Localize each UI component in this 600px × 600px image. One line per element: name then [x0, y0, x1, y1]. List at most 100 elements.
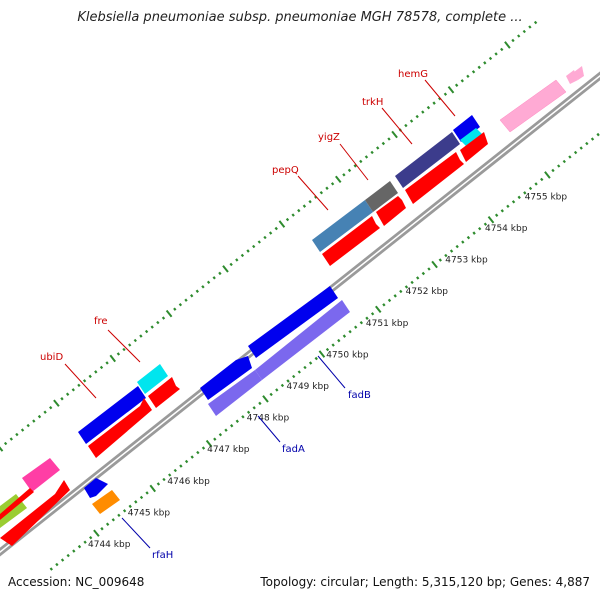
- gene-red-hemg[interactable]: [460, 132, 488, 162]
- track-tick: [466, 74, 470, 78]
- forward-strand-genes: [0, 66, 584, 546]
- track-tick: [314, 195, 318, 199]
- track-tick: [246, 410, 251, 414]
- track-tick: [590, 137, 595, 141]
- kbp-label: 4746 kbp: [167, 477, 210, 487]
- track-tick: [494, 213, 499, 217]
- track-tick: [60, 558, 65, 562]
- track-tick: [455, 244, 459, 249]
- track-tick: [460, 79, 464, 83]
- track-tick: [257, 240, 261, 244]
- gene-hemg[interactable]: [453, 115, 480, 142]
- track-tick: [71, 388, 75, 392]
- gene-red-ubid-2[interactable]: [148, 377, 180, 408]
- gene-rfah-blue[interactable]: [84, 478, 108, 498]
- gene-yigz[interactable]: [365, 181, 398, 212]
- gene-fada-blue[interactable]: [200, 356, 252, 400]
- track-tick: [308, 200, 312, 204]
- gene-red-left-1[interactable]: [0, 480, 70, 546]
- track-tick: [240, 253, 245, 258]
- track-tick: [252, 244, 256, 249]
- track-tick: [318, 350, 326, 358]
- track-tick: [3, 441, 8, 446]
- gene-fadb-blue[interactable]: [248, 286, 338, 358]
- gene-red-ubid-1[interactable]: [88, 398, 152, 458]
- track-tick: [488, 56, 493, 61]
- gene-ubid[interactable]: [78, 386, 146, 444]
- kbp-labels: 4744 kbp 4745 kbp 4746 kbp 4747 kbp 4748 kbp…: [88, 192, 567, 550]
- gene-red-yigz[interactable]: [376, 196, 406, 226]
- track-tick: [517, 34, 521, 38]
- track-tick: [438, 258, 442, 262]
- track-tick: [404, 285, 409, 289]
- track-tick: [60, 397, 64, 401]
- track-tick: [449, 249, 454, 253]
- track-tick: [206, 280, 211, 284]
- kbp-label: 4751 kbp: [366, 319, 409, 329]
- track-tick: [370, 312, 375, 316]
- gene-pink-top[interactable]: [499, 79, 567, 133]
- track-tick: [354, 325, 358, 329]
- track-tick: [190, 294, 194, 298]
- gene-label-ubid: ubiD: [40, 352, 63, 363]
- track-tick: [533, 20, 538, 25]
- gene-trkh[interactable]: [395, 132, 460, 188]
- gene-label-rfah: rfaH: [152, 550, 173, 561]
- track-tick: [218, 433, 223, 437]
- track-tick: [292, 374, 296, 379]
- track-tick: [551, 168, 555, 173]
- track-tick: [365, 316, 369, 320]
- gene-rfah[interactable]: [92, 490, 120, 514]
- track-tick: [258, 401, 262, 406]
- track-tick: [275, 388, 279, 392]
- gene-red-trkh[interactable]: [405, 152, 464, 204]
- track-tick: [314, 356, 318, 361]
- track-tick: [105, 361, 109, 365]
- track-tick: [150, 325, 154, 329]
- track-tick: [122, 509, 127, 513]
- gene-fadb[interactable]: [255, 300, 350, 380]
- track-tick: [161, 316, 166, 320]
- track-tick: [477, 65, 481, 70]
- track-tick: [443, 92, 448, 96]
- track-tick: [330, 182, 335, 186]
- gene-hemg-cyan[interactable]: [460, 128, 482, 146]
- track-tick: [9, 437, 13, 441]
- gene-label-pepq: pepQ: [272, 165, 299, 176]
- kbp-label: 4744 kbp: [88, 540, 131, 550]
- gene-fada[interactable]: [208, 370, 262, 416]
- track-tick: [190, 455, 194, 459]
- track-tick: [65, 392, 70, 396]
- track-tick: [43, 410, 47, 414]
- track-tick: [83, 540, 87, 544]
- gene-pink[interactable]: [22, 458, 60, 492]
- track-tick: [0, 446, 4, 452]
- track-tick: [506, 204, 510, 208]
- track-tick: [93, 529, 100, 537]
- track-tick: [359, 320, 364, 325]
- track-tick: [353, 164, 357, 168]
- track-tick: [212, 276, 216, 280]
- gene-red-pepq[interactable]: [322, 216, 380, 266]
- map-title: Klebsiella pneumoniae subsp. pneumoniae …: [77, 10, 523, 25]
- track-tick: [410, 280, 414, 285]
- gene-fre[interactable]: [137, 364, 168, 394]
- track-tick: [201, 446, 206, 450]
- track-tick: [416, 276, 420, 280]
- track-tick: [49, 567, 53, 571]
- track-tick: [342, 173, 346, 177]
- kbp-label: 4749 kbp: [287, 382, 330, 392]
- gene-red-left-2[interactable]: [0, 488, 34, 520]
- track-tick: [32, 419, 36, 423]
- gene-pink-top-small-2[interactable]: [574, 66, 584, 80]
- track-tick: [111, 518, 115, 522]
- gene-pepq[interactable]: [312, 200, 373, 252]
- track-tick: [230, 424, 234, 428]
- track-tick: [308, 361, 313, 365]
- track-tick: [184, 459, 189, 464]
- track-tick: [196, 450, 200, 455]
- gene-label-fadb: fadB: [348, 390, 371, 401]
- track-tick: [364, 155, 369, 159]
- track-tick: [399, 289, 403, 294]
